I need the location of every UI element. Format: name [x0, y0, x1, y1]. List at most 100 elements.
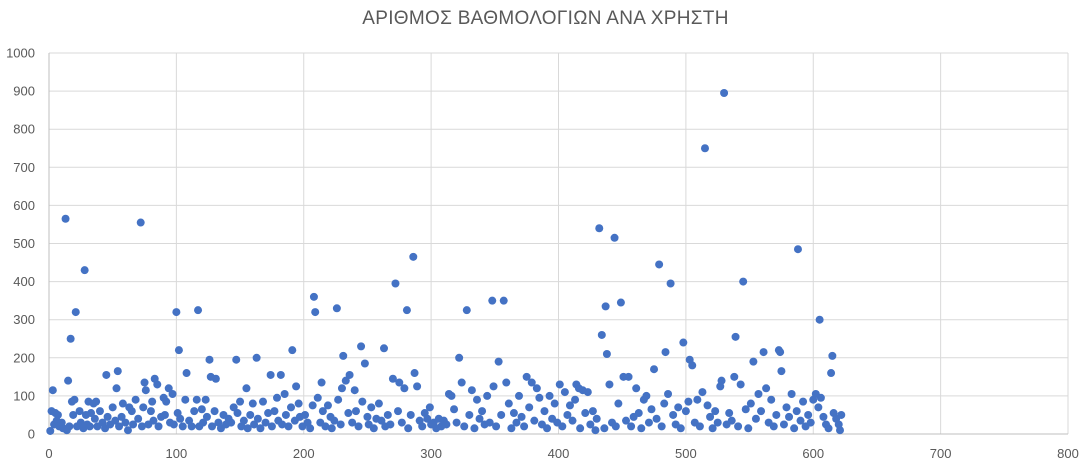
scatter-point [746, 399, 755, 408]
x-tick-label: 500 [675, 446, 697, 461]
scatter-point [660, 399, 669, 408]
scatter-point [563, 410, 572, 419]
scatter-point [799, 397, 808, 406]
y-tick-label: 400 [13, 274, 35, 289]
scatter-point [284, 422, 293, 431]
scatter-point [642, 391, 651, 400]
x-tick-label: 0 [45, 446, 52, 461]
scatter-point [749, 357, 758, 366]
y-tick-label: 1000 [6, 46, 35, 61]
scatter-point [336, 420, 345, 429]
scatter-point [258, 397, 267, 406]
scatter-point [327, 424, 336, 433]
scatter-point [409, 252, 418, 261]
scatter-point [350, 386, 359, 395]
scatter-point [172, 308, 181, 317]
scatter-point [395, 378, 404, 387]
scatter-point [700, 144, 709, 153]
scatter-point [804, 410, 813, 419]
scatter-point [208, 422, 217, 431]
scatter-point [318, 407, 327, 416]
scatter-point [113, 367, 122, 376]
scatter-point [229, 403, 238, 412]
scatter-point [571, 395, 580, 404]
scatter-point [504, 399, 513, 408]
scatter-point [357, 342, 366, 351]
scatter-point [462, 306, 471, 315]
scatter-point [308, 401, 317, 410]
scatter-point [730, 372, 739, 381]
scatter-point [187, 422, 196, 431]
y-tick-label: 700 [13, 160, 35, 175]
scatter-point [127, 407, 136, 416]
scatter-point [499, 296, 508, 305]
scatter-point [465, 410, 474, 419]
y-tick-label: 900 [13, 84, 35, 99]
scatter-point [674, 403, 683, 412]
scatter-point [402, 306, 411, 315]
scatter-point [703, 401, 712, 410]
scatter-point [227, 418, 236, 427]
scatter-point [146, 407, 155, 416]
scatter-point [137, 422, 146, 431]
scatter-point [332, 304, 341, 313]
scatter-point [301, 410, 310, 419]
scatter-point [695, 422, 704, 431]
scatter-point [383, 410, 392, 419]
scatter-point [828, 351, 837, 360]
scatter-point [344, 409, 353, 418]
x-tick-label: 400 [548, 446, 570, 461]
scatter-point [657, 422, 666, 431]
chart-title: ΑΡΙΘΜΟΣ ΒΑΘΜΟΛΟΓΙΩΝ ΑΝΑ ΧΡΗΣΤΗ [362, 8, 729, 29]
scatter-point [92, 397, 101, 406]
x-tick-label: 600 [802, 446, 824, 461]
scatter-point [182, 369, 191, 378]
scatter-point [391, 279, 400, 288]
scatter-point [790, 424, 799, 433]
scatter-point [627, 422, 636, 431]
scatter-point [129, 420, 138, 429]
scatter-point [739, 277, 748, 286]
scatter-point [233, 409, 242, 418]
scatter-point [121, 418, 130, 427]
scatter-point [311, 308, 320, 317]
scatter-point [676, 424, 685, 433]
scatter-point [321, 422, 330, 431]
scatter-point [727, 416, 736, 425]
scatter-point [256, 424, 265, 433]
scatter-point [717, 376, 726, 385]
scatter-point [666, 279, 675, 288]
scatter-point [827, 369, 836, 378]
scatter-point [294, 399, 303, 408]
scatter-point [711, 407, 720, 416]
scatter-point [751, 414, 760, 423]
scatter-point [87, 409, 96, 418]
scatter-point [270, 407, 279, 416]
scatter-point [814, 403, 823, 412]
scatter-point [66, 334, 75, 343]
scatter-point [149, 416, 158, 425]
scatter-point [614, 399, 623, 408]
scatter-point [713, 418, 722, 427]
scatter-point [492, 422, 501, 431]
scatter-point [744, 424, 753, 433]
scatter-point [568, 416, 577, 425]
scatter-point [61, 214, 70, 223]
scatter-point [661, 348, 670, 357]
scatter-point [819, 412, 828, 421]
scatter-point [169, 420, 178, 429]
scatter-point [512, 418, 521, 427]
scatter-point [736, 380, 745, 389]
scatter-point [246, 410, 255, 419]
scatter-point [354, 422, 363, 431]
scatter-point [793, 245, 802, 254]
scatter-point [494, 357, 503, 366]
scatter-point [117, 412, 126, 421]
scatter-point [69, 410, 78, 419]
scatter-point [306, 424, 315, 433]
scatter-point [232, 355, 241, 364]
scatter-point [767, 395, 776, 404]
scatter-point [708, 424, 717, 433]
scatter-point [423, 414, 432, 423]
scatter-point [406, 410, 415, 419]
